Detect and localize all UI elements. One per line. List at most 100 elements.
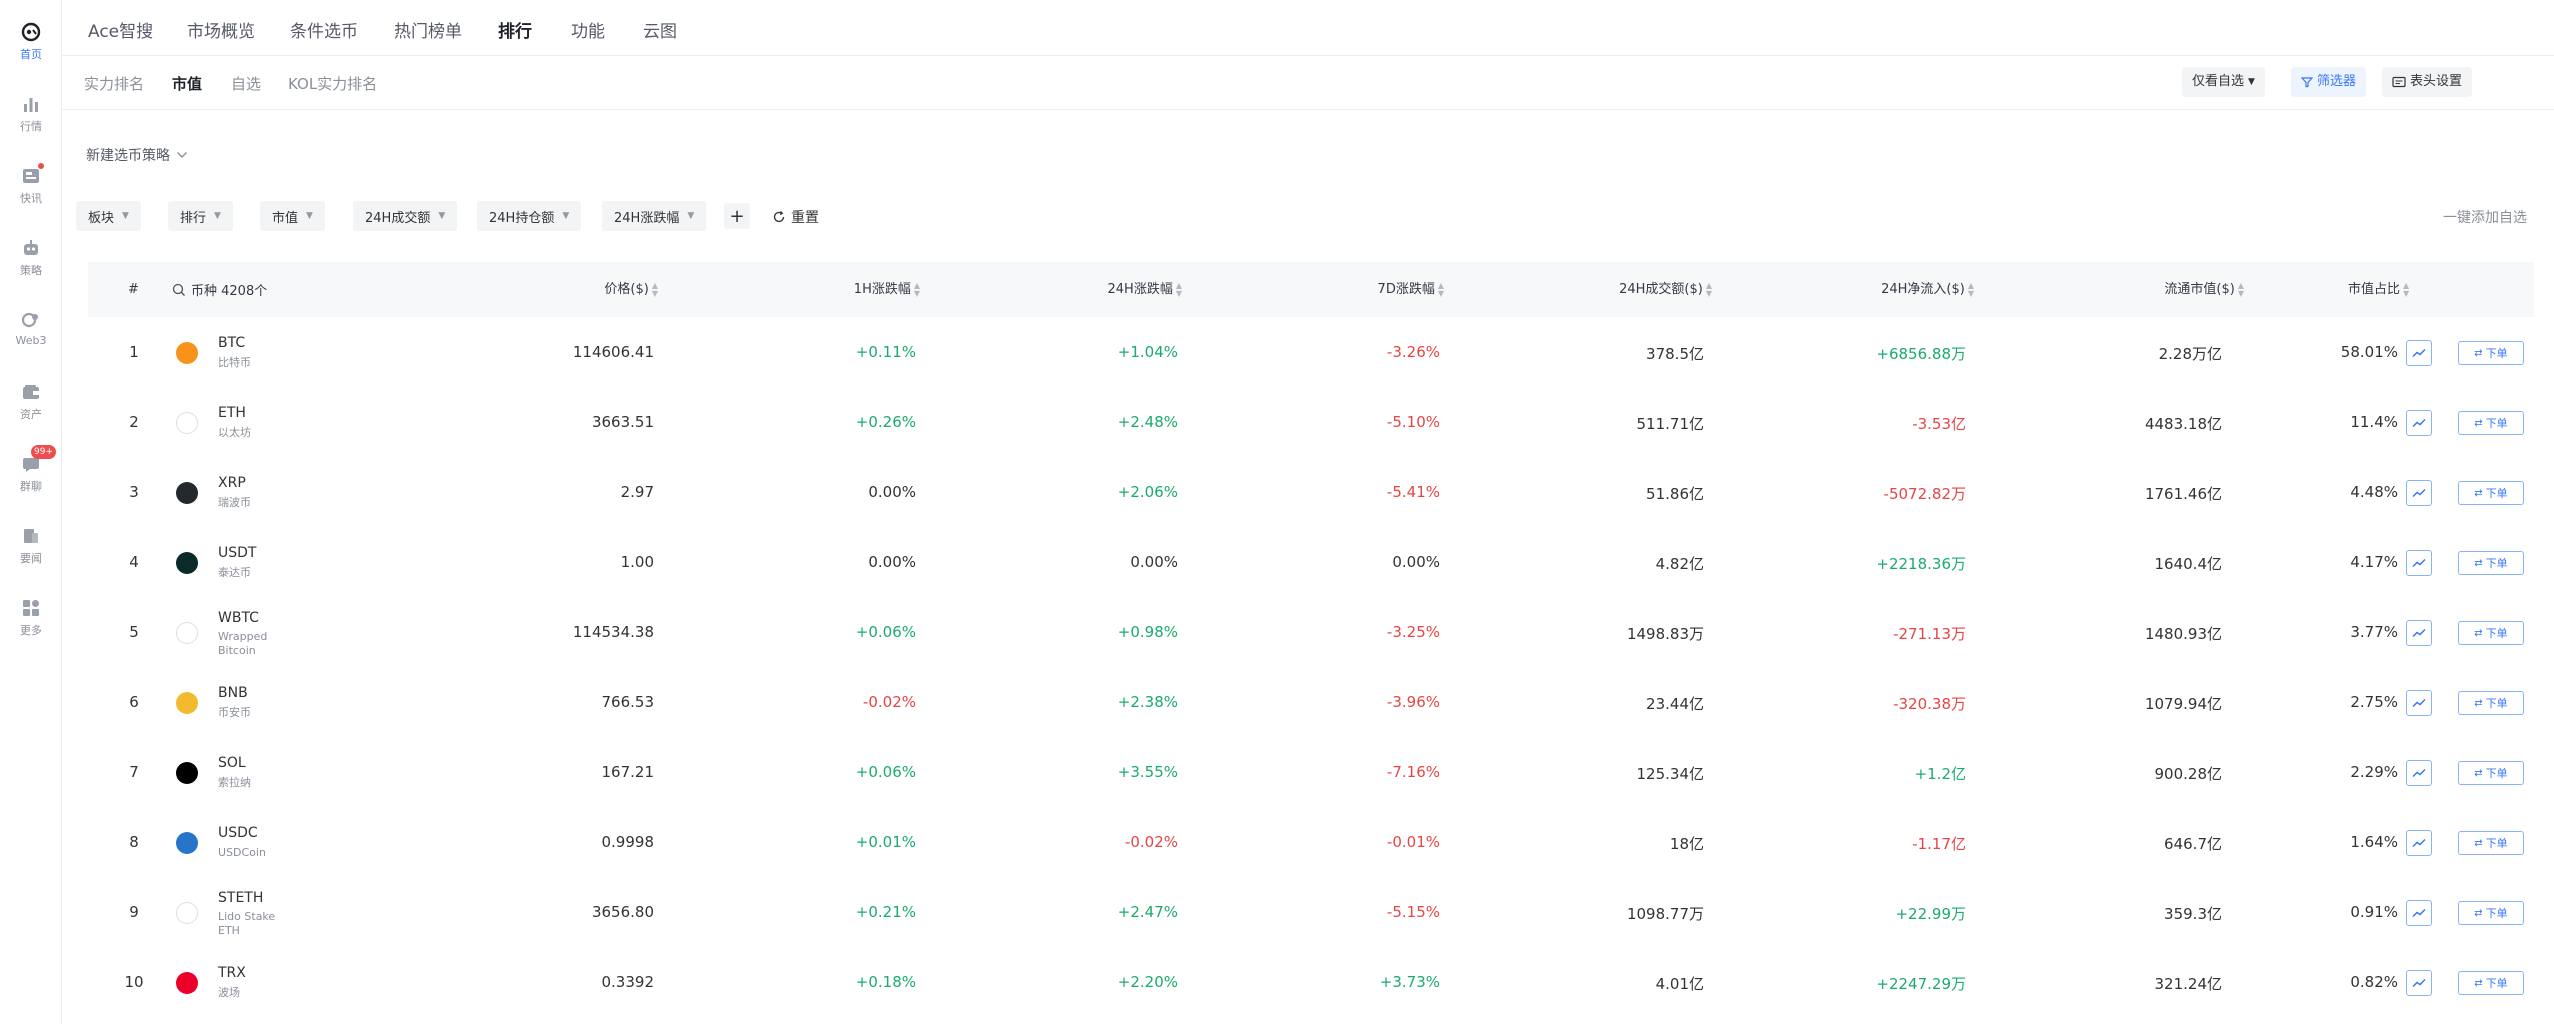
add-all-watchlist-link[interactable]: 一键添加自选 xyxy=(2443,210,2527,226)
table-row[interactable]: 1 BTC 比特币 114606.41 +0.11% +1.04% -3.26%… xyxy=(88,318,2534,388)
place-order-button[interactable]: ⇄ 下单 xyxy=(2458,551,2524,575)
table-row[interactable]: 5 WBTC Wrapped Bitcoin 114534.38 +0.06% … xyxy=(88,598,2534,668)
search-icon[interactable] xyxy=(172,283,186,297)
netflow-cell: -320.38万 xyxy=(1893,695,1966,713)
new-strategy-dropdown[interactable]: 新建选币策略 xyxy=(86,145,188,165)
change-24h-cell: +2.20% xyxy=(1117,973,1178,991)
coin-symbol[interactable]: USDC xyxy=(218,825,258,841)
coin-symbol[interactable]: USDT xyxy=(218,545,257,561)
trend-line-icon xyxy=(2412,838,2426,848)
table-row[interactable]: 10 TRX 波场 0.3392 +0.18% +2.20% +3.73% 4.… xyxy=(88,948,2534,1018)
tab-kol-ranking[interactable]: KOL实力排名 xyxy=(288,75,378,93)
sidebar-item-home[interactable]: 首页 xyxy=(0,22,62,62)
sidebar-item-market[interactable]: 行情 xyxy=(0,94,62,134)
nav-features[interactable]: 功能 xyxy=(571,22,605,42)
sidebar-item-chat[interactable]: 99+ 群聊 xyxy=(0,445,62,494)
coin-symbol[interactable]: SOL xyxy=(218,755,246,771)
tab-market-cap[interactable]: 市值 xyxy=(172,75,203,93)
header-7d-change[interactable]: 7D涨跌幅 ▲ ▼ xyxy=(1182,262,1444,317)
volume-cell: 51.86亿 xyxy=(1646,485,1704,503)
trend-chart-button[interactable] xyxy=(2406,970,2432,996)
nav-ranking[interactable]: 排行 xyxy=(498,22,532,42)
place-order-button[interactable]: ⇄ 下单 xyxy=(2458,691,2524,715)
nav-market-overview[interactable]: 市场概览 xyxy=(187,22,255,42)
coin-symbol[interactable]: XRP xyxy=(218,475,246,491)
table-row[interactable]: 7 SOL 索拉纳 167.21 +0.06% +3.55% -7.16% 12… xyxy=(88,738,2534,808)
add-filter-button[interactable]: + xyxy=(724,203,750,229)
header-24h-volume[interactable]: 24H成交额($) ▲ ▼ xyxy=(1444,262,1712,317)
sidebar-item-more[interactable]: 更多 xyxy=(0,598,62,638)
coin-symbol[interactable]: WBTC xyxy=(218,610,259,626)
place-order-button[interactable]: ⇄ 下单 xyxy=(2458,761,2524,785)
trend-chart-button[interactable] xyxy=(2406,620,2432,646)
place-order-button[interactable]: ⇄ 下单 xyxy=(2458,481,2524,505)
home-logo-icon xyxy=(21,22,41,42)
table-row[interactable]: 3 XRP 瑞波币 2.97 0.00% +2.06% -5.41% 51.86… xyxy=(88,458,2534,528)
trend-chart-button[interactable] xyxy=(2406,480,2432,506)
change-24h-cell: +0.98% xyxy=(1117,623,1178,641)
header-market-cap[interactable]: 流通市值($) ▲ ▼ xyxy=(1974,262,2244,317)
sidebar-item-web3[interactable]: Web3 xyxy=(0,310,62,347)
table-row[interactable]: 2 ETH 以太坊 3663.51 +0.26% +2.48% -5.10% 5… xyxy=(88,388,2534,458)
trend-chart-button[interactable] xyxy=(2406,760,2432,786)
sidebar-item-label: 快讯 xyxy=(20,192,42,205)
trend-chart-button[interactable] xyxy=(2406,550,2432,576)
nav-ace-search[interactable]: Ace智搜 xyxy=(88,22,154,42)
sidebar-item-strategy[interactable]: 策略 xyxy=(0,238,62,278)
swap-icon: ⇄ xyxy=(2474,907,2483,919)
columns-icon xyxy=(2392,76,2406,88)
place-order-button[interactable]: ⇄ 下单 xyxy=(2458,411,2524,435)
table-row[interactable]: 4 USDT 泰达币 1.00 0.00% 0.00% 0.00% 4.82亿 … xyxy=(88,528,2534,598)
tab-strength-ranking[interactable]: 实力排名 xyxy=(84,75,145,93)
sidebar-item-news[interactable]: 快讯 xyxy=(0,163,62,206)
coin-symbol[interactable]: BNB xyxy=(218,685,248,701)
sidebar-item-headlines[interactable]: 要闻 xyxy=(0,526,62,566)
table-row[interactable]: 8 USDC USDCoin 0.9998 +0.01% -0.02% -0.0… xyxy=(88,808,2534,878)
coin-symbol[interactable]: STETH xyxy=(218,890,264,906)
price-cell: 2.97 xyxy=(620,483,654,501)
table-row[interactable]: 6 BNB 币安币 766.53 -0.02% +2.38% -3.96% 23… xyxy=(88,668,2534,738)
filter-market-cap[interactable]: 市值 ▼ xyxy=(260,201,325,231)
trend-chart-button[interactable] xyxy=(2406,340,2432,366)
market-share-cell: 2.29% xyxy=(2350,763,2398,781)
place-order-button[interactable]: ⇄ 下单 xyxy=(2458,831,2524,855)
table-row[interactable]: 9 STETH Lido Stake ETH 3656.80 +0.21% +2… xyxy=(88,878,2534,948)
watchlist-only-dropdown[interactable]: 仅看自选 ▼ xyxy=(2182,67,2265,97)
header-price[interactable]: 价格($) ▲ ▼ xyxy=(398,262,658,317)
filter-sector[interactable]: 板块 ▼ xyxy=(76,201,141,231)
header-market-share[interactable]: 市值占比 ▲ ▼ xyxy=(2244,262,2508,317)
coin-symbol[interactable]: BTC xyxy=(218,335,246,351)
filter-24h-volume[interactable]: 24H成交额 ▼ xyxy=(353,201,458,231)
reset-label: 重置 xyxy=(791,210,819,226)
filter-button[interactable]: 筛选器 xyxy=(2291,67,2367,97)
coin-symbol[interactable]: ETH xyxy=(218,405,246,421)
reset-button[interactable]: 重置 xyxy=(772,207,819,227)
nav-cloud-map[interactable]: 云图 xyxy=(643,22,677,42)
price-cell: 0.3392 xyxy=(601,973,655,991)
place-order-button[interactable]: ⇄ 下单 xyxy=(2458,901,2524,925)
filter-label: 排行 xyxy=(180,210,207,226)
sidebar-item-assets[interactable]: 资产 xyxy=(0,382,62,422)
nav-hot-list[interactable]: 热门榜单 xyxy=(394,22,462,42)
header-1h-change[interactable]: 1H涨跌幅 ▲ ▼ xyxy=(658,262,920,317)
place-order-button[interactable]: ⇄ 下单 xyxy=(2458,621,2524,645)
filter-24h-open-interest[interactable]: 24H持仓额 ▼ xyxy=(477,201,582,231)
headline-icon xyxy=(21,526,41,546)
trend-chart-button[interactable] xyxy=(2406,900,2432,926)
header-settings-button[interactable]: 表头设置 xyxy=(2382,67,2473,97)
filter-24h-change[interactable]: 24H涨跌幅 ▼ xyxy=(602,201,707,231)
trend-chart-button[interactable] xyxy=(2406,410,2432,436)
place-order-button[interactable]: ⇄ 下单 xyxy=(2458,971,2524,995)
trend-chart-button[interactable] xyxy=(2406,830,2432,856)
tab-watchlist[interactable]: 自选 xyxy=(231,75,262,93)
change-1h-cell: +0.11% xyxy=(855,343,916,361)
settings-button[interactable] xyxy=(2550,69,2554,95)
place-order-button[interactable]: ⇄ 下单 xyxy=(2458,341,2524,365)
nav-condition-picker[interactable]: 条件选币 xyxy=(290,22,358,42)
header-24h-netflow[interactable]: 24H净流入($) ▲ ▼ xyxy=(1712,262,1974,317)
market-share-cell: 0.91% xyxy=(2350,903,2398,921)
filter-rank[interactable]: 排行 ▼ xyxy=(168,201,233,231)
trend-chart-button[interactable] xyxy=(2406,690,2432,716)
coin-symbol[interactable]: TRX xyxy=(218,965,246,981)
header-24h-change[interactable]: 24H涨跌幅 ▲ ▼ xyxy=(920,262,1182,317)
